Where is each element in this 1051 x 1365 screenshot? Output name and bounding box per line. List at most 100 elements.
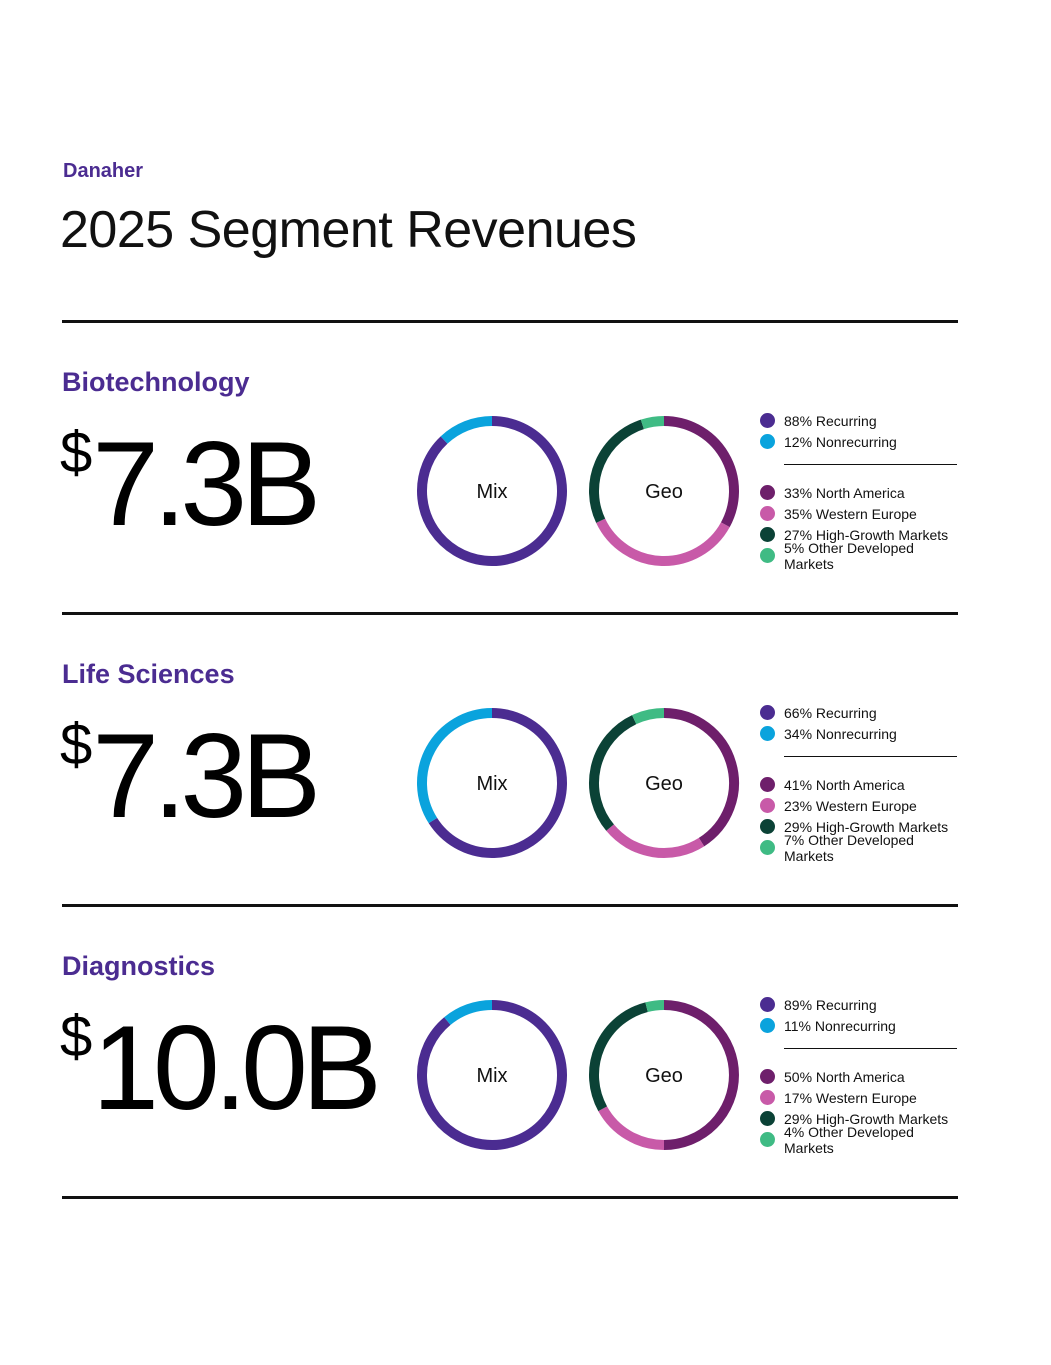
- brand-label: Danaher: [63, 160, 144, 182]
- legend-label: 89% Recurring: [784, 996, 877, 1013]
- donut-slice-north-america: [663, 708, 739, 847]
- legend-dot: [760, 1090, 775, 1105]
- legend-item-nonrecurring: 11% Nonrecurring: [760, 1015, 960, 1036]
- legend-dot: [760, 705, 775, 720]
- legend-item-north-america: 50% North America: [760, 1066, 960, 1087]
- donut-slice-north-america: [663, 1000, 739, 1150]
- legend-dot: [760, 1111, 775, 1126]
- legend: 66% Recurring 34% Nonrecurring 41% North…: [760, 702, 960, 864]
- legend-dot: [760, 1132, 775, 1147]
- donut-slice-high-growth-markets: [589, 1002, 648, 1112]
- legend-dot: [760, 726, 775, 741]
- legend-divider: [784, 1048, 957, 1049]
- donut-slice-nonrecurring: [444, 1000, 493, 1026]
- legend-label: 27% High-Growth Markets: [784, 526, 949, 543]
- donut-slice-high-growth-markets: [589, 715, 637, 831]
- mix-center-label: Mix: [476, 773, 507, 795]
- currency-symbol: $: [60, 712, 93, 777]
- mix-center-label: Mix: [476, 481, 507, 503]
- legend-dot: [760, 1018, 775, 1033]
- segment-title: Biotechnology: [62, 367, 250, 397]
- currency-symbol: $: [60, 1004, 93, 1069]
- donut-slice-nonrecurring: [440, 416, 493, 444]
- geo-center-label: Geo: [645, 773, 683, 795]
- donut-slice-recurring: [417, 1000, 567, 1150]
- legend-label: 34% Nonrecurring: [784, 725, 897, 742]
- legend-label: 4% Other Developed Markets: [784, 1123, 914, 1156]
- mix-donut-chart: Mix: [417, 1000, 567, 1150]
- donut-slice-other-developed-markets: [640, 416, 665, 430]
- legend-label: 29% High-Growth Markets: [784, 818, 949, 835]
- legend: 88% Recurring 12% Nonrecurring 33% North…: [760, 410, 960, 572]
- legend-divider: [784, 464, 957, 465]
- legend-item-western-europe: 17% Western Europe: [760, 1087, 960, 1108]
- legend-item-other-developed: 7% Other Developed Markets: [760, 832, 960, 864]
- segment-biotechnology: Biotechnology $7.3B Mix Geo 88% Recurrin…: [0, 323, 1051, 615]
- segment-revenue: $7.3B: [60, 417, 321, 551]
- segment-life-sciences: Life Sciences $7.3B Mix Geo 66% Recurrin…: [0, 615, 1051, 907]
- legend-item-high-growth: 29% High-Growth Markets: [760, 816, 960, 837]
- legend-dot: [760, 1069, 775, 1084]
- revenue-amount: 7.3B: [92, 709, 321, 843]
- legend-dot: [760, 527, 775, 542]
- donut-slice-north-america: [663, 416, 739, 528]
- legend-label: 12% Nonrecurring: [784, 433, 897, 450]
- legend-dot: [760, 413, 775, 428]
- legend-dot: [760, 840, 775, 855]
- legend-label: 50% North America: [784, 1068, 905, 1085]
- donut-slice-recurring: [417, 416, 567, 566]
- legend: 89% Recurring 11% Nonrecurring 50% North…: [760, 994, 960, 1156]
- legend-dot: [760, 548, 775, 563]
- legend-item-recurring: 66% Recurring: [760, 702, 960, 723]
- legend-label: 41% North America: [784, 776, 905, 793]
- legend-item-western-europe: 35% Western Europe: [760, 503, 960, 524]
- legend-label: 7% Other Developed Markets: [784, 831, 914, 864]
- donut-slice-western-europe: [596, 518, 730, 566]
- legend-divider: [784, 756, 957, 757]
- revenue-amount: 7.3B: [92, 417, 321, 551]
- legend-dot: [760, 485, 775, 500]
- donut-slice-other-developed-markets: [645, 1000, 665, 1013]
- legend-dot: [760, 777, 775, 792]
- donut-slice-high-growth-markets: [589, 419, 645, 523]
- legend-label: 5% Other Developed Markets: [784, 539, 914, 572]
- divider: [62, 1196, 958, 1199]
- legend-item-north-america: 33% North America: [760, 482, 960, 503]
- revenue-amount: 10.0B: [92, 1001, 382, 1135]
- segment-revenue: $10.0B: [60, 1001, 382, 1135]
- geo-donut-chart: Geo: [589, 416, 739, 566]
- legend-dot: [760, 997, 775, 1012]
- legend-item-western-europe: 23% Western Europe: [760, 795, 960, 816]
- segment-title: Diagnostics: [62, 951, 216, 981]
- mix-donut-chart: Mix: [417, 708, 567, 858]
- donut-slice-nonrecurring: [417, 708, 493, 824]
- donut-slice-other-developed-markets: [632, 708, 665, 725]
- legend-item-other-developed: 5% Other Developed Markets: [760, 540, 960, 572]
- legend-label: 11% Nonrecurring: [784, 1017, 896, 1034]
- legend-dot: [760, 434, 775, 449]
- legend-item-nonrecurring: 12% Nonrecurring: [760, 431, 960, 452]
- mix-center-label: Mix: [476, 1065, 507, 1087]
- page-title: 2025 Segment Revenues: [60, 201, 637, 259]
- legend-dot: [760, 798, 775, 813]
- legend-item-recurring: 89% Recurring: [760, 994, 960, 1015]
- legend-label: 66% Recurring: [784, 704, 877, 721]
- donut-slice-recurring: [428, 708, 567, 858]
- legend-item-recurring: 88% Recurring: [760, 410, 960, 431]
- legend-label: 23% Western Europe: [784, 797, 917, 814]
- geo-center-label: Geo: [645, 481, 683, 503]
- divider: [62, 320, 958, 323]
- geo-center-label: Geo: [645, 1065, 683, 1087]
- legend-item-nonrecurring: 34% Nonrecurring: [760, 723, 960, 744]
- geo-donut-chart: Geo: [589, 708, 739, 858]
- geo-donut-chart: Geo: [589, 1000, 739, 1150]
- legend-dot: [760, 819, 775, 834]
- legend-label: 35% Western Europe: [784, 505, 917, 522]
- divider: [62, 904, 958, 907]
- segment-revenue: $7.3B: [60, 709, 321, 843]
- legend-dot: [760, 506, 775, 521]
- mix-donut-chart: Mix: [417, 416, 567, 566]
- legend-item-other-developed: 4% Other Developed Markets: [760, 1124, 960, 1156]
- legend-item-high-growth: 29% High-Growth Markets: [760, 1108, 960, 1129]
- legend-label: 29% High-Growth Markets: [784, 1110, 949, 1127]
